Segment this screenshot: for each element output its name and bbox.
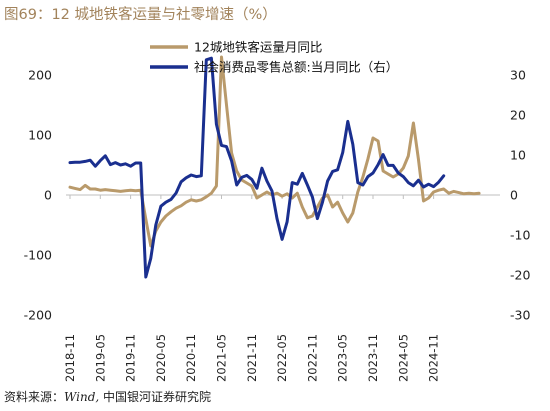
series-line-retail (68, 56, 446, 279)
x-tick-label: 2018-11 (63, 334, 77, 382)
legend-label-retail: 社会消费品零售总额:当月同比（右） (194, 60, 398, 75)
x-tick-label: 2020-05 (154, 334, 168, 382)
y-right-tick: 20 (510, 108, 526, 123)
legend: 12城地铁客运量月同比 社会消费品零售总额:当月同比（右） (150, 40, 398, 75)
x-tick-label: 2019-11 (124, 334, 138, 382)
y-right-tick: 10 (510, 148, 526, 163)
source-wind: Wind, (64, 390, 100, 404)
source-prefix: 资料来源： (4, 390, 65, 404)
x-tick-label: 2024-11 (427, 334, 441, 382)
y-right-tick: -10 (510, 228, 530, 243)
legend-label-metro: 12城地铁客运量月同比 (194, 40, 322, 55)
x-tick-label: 2023-11 (366, 334, 380, 382)
y-left-tick: 0 (44, 188, 52, 203)
x-tick-label: 2024-05 (396, 334, 410, 382)
x-tick-label: 2022-11 (305, 334, 319, 382)
x-tick-label: 2021-05 (215, 334, 229, 382)
source-suffix: 中国银河证券研究院 (103, 390, 212, 404)
y-right-tick: -20 (510, 268, 530, 283)
y-left-tick: 200 (28, 68, 52, 83)
y-right-tick: 0 (510, 188, 518, 203)
y-right-tick: 30 (510, 68, 526, 83)
x-tick-label: 2022-05 (275, 334, 289, 382)
source-note: 资料来源：Wind, 中国银河证券研究院 (4, 388, 211, 405)
series-line-metro (68, 55, 481, 248)
x-tick-label: 2020-11 (184, 334, 198, 382)
x-tick-label: 2023-05 (336, 334, 350, 382)
y-left-tick: 100 (28, 128, 52, 143)
chart-title: 图69：12 城地铁客运量与社零增速（%） (4, 7, 277, 23)
x-tick-label: 2021-11 (245, 334, 259, 382)
y-left-tick: -100 (24, 248, 52, 263)
x-tick-label: 2019-05 (93, 334, 107, 382)
y-left-tick: -200 (24, 308, 52, 323)
y-right-tick: -30 (510, 308, 530, 323)
